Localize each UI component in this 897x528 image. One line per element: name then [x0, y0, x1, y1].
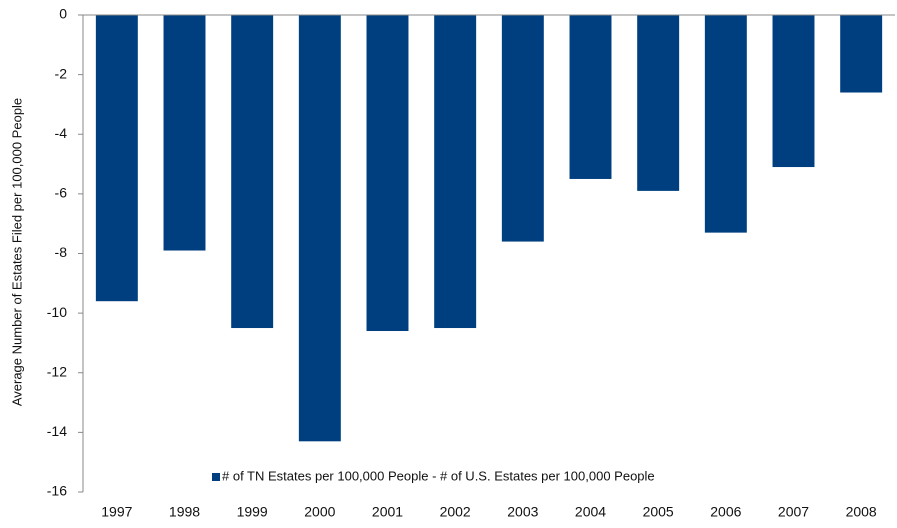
legend-swatch	[212, 473, 220, 481]
y-tick-label: -14	[47, 423, 67, 439]
bar	[434, 15, 477, 329]
x-tick-label: 2006	[710, 504, 741, 520]
y-tick-label: -6	[55, 185, 68, 201]
bar	[298, 15, 341, 442]
y-axis-title: Average Number of Estates Filed per 100,…	[9, 98, 24, 406]
y-tick-label: -10	[47, 304, 67, 320]
bar	[637, 15, 680, 191]
x-tick-label: 2003	[507, 504, 538, 520]
bar	[772, 15, 815, 168]
legend-label: # of TN Estates per 100,000 People - # o…	[222, 468, 655, 483]
y-tick-label: -2	[55, 65, 68, 81]
x-tick-label: 2002	[440, 504, 471, 520]
bar	[840, 15, 883, 93]
x-tick-label: 2008	[846, 504, 877, 520]
x-tick-label: 1999	[237, 504, 268, 520]
y-tick-label: -4	[55, 125, 68, 141]
y-tick-label: -12	[47, 363, 67, 379]
x-tick-label: 1997	[101, 504, 132, 520]
x-tick-label: 2005	[643, 504, 674, 520]
bar	[704, 15, 747, 233]
y-tick-label: 0	[59, 6, 67, 22]
x-tick-label: 1998	[169, 504, 200, 520]
y-tick-label: -16	[47, 483, 67, 499]
bar	[366, 15, 409, 332]
x-tick-label: 2001	[372, 504, 403, 520]
x-tick-label: 2007	[778, 504, 809, 520]
bar	[501, 15, 544, 242]
x-tick-label: 2000	[304, 504, 335, 520]
bar	[231, 15, 274, 329]
y-tick-label: -8	[55, 244, 68, 260]
bar	[95, 15, 138, 302]
bar	[569, 15, 612, 179]
x-tick-label: 2004	[575, 504, 606, 520]
bar	[163, 15, 206, 251]
